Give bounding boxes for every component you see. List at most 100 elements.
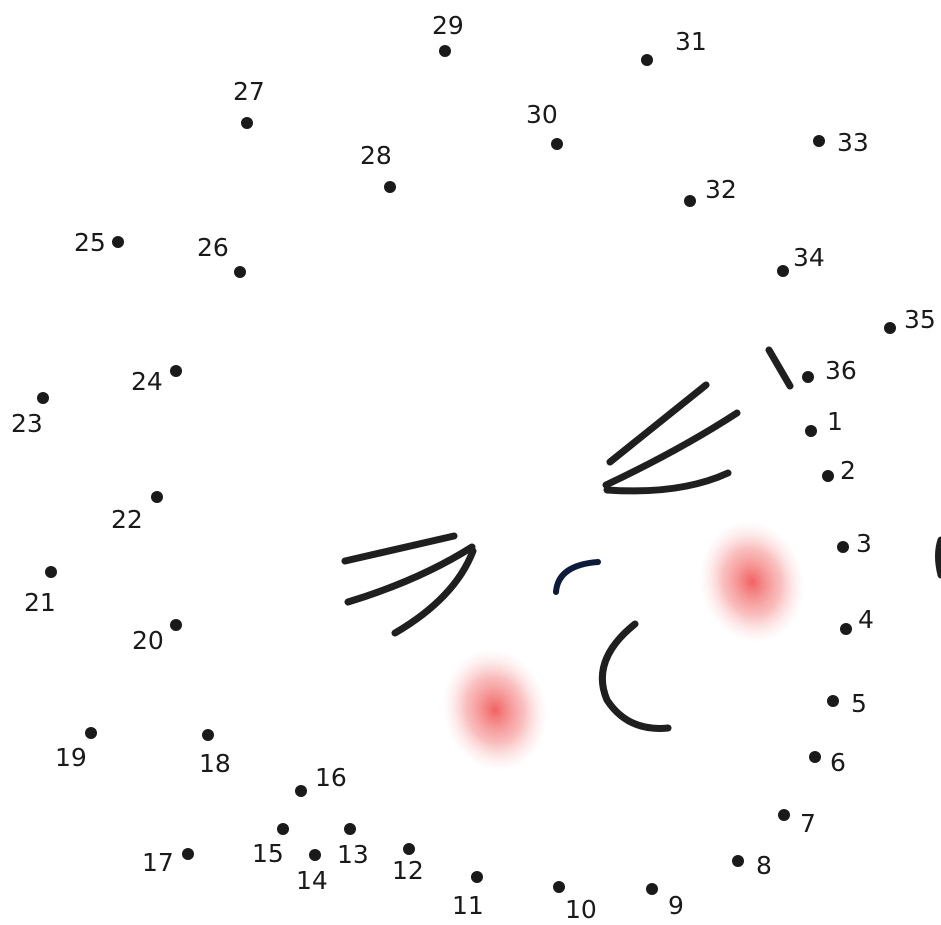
dot-number-label: 7: [800, 809, 816, 838]
dot-point-4: 4: [840, 605, 874, 635]
dot-number-label: 14: [296, 866, 328, 895]
whisker-left-middle: [344, 543, 476, 606]
dot-point-9: 9: [646, 883, 684, 920]
dot-marker: [684, 195, 696, 207]
dot-marker: [827, 695, 839, 707]
mouth-small-curve: [553, 559, 601, 595]
dot-number-label: 6: [830, 748, 846, 777]
dot-marker: [439, 45, 451, 57]
dot-number-label: 24: [131, 367, 163, 396]
dot-marker: [241, 117, 253, 129]
dot-number-label: 30: [526, 100, 558, 129]
dot-number-label: 20: [132, 626, 164, 655]
dot-marker: [170, 619, 182, 631]
dot-marker: [295, 785, 307, 797]
dot-number-label: 36: [825, 356, 857, 385]
dot-marker: [813, 135, 825, 147]
dot-point-24: 24: [131, 365, 182, 396]
dot-marker: [151, 491, 163, 503]
dot-point-5: 5: [827, 689, 867, 718]
dot-marker: [182, 848, 194, 860]
dot-marker: [344, 823, 356, 835]
dot-number-label: 8: [756, 851, 772, 880]
dot-number-label: 15: [252, 839, 284, 868]
dot-number-label: 33: [837, 128, 869, 157]
dot-marker: [646, 883, 658, 895]
dot-marker: [85, 727, 97, 739]
dot-point-27: 27: [233, 77, 265, 129]
dot-point-21: 21: [24, 566, 57, 617]
dot-point-26: 26: [197, 233, 246, 278]
whisker-left-upper: [341, 532, 458, 565]
dot-marker: [37, 392, 49, 404]
dot-number-label: 19: [55, 743, 87, 772]
dot-point-20: 20: [132, 619, 182, 655]
dot-point-18: 18: [199, 729, 231, 778]
dot-marker: [234, 266, 246, 278]
dot-point-34: 34: [777, 243, 825, 277]
dot-marker: [805, 425, 817, 437]
dot-number-label: 34: [793, 243, 825, 272]
dot-point-2: 2: [822, 456, 856, 485]
dot-number-label: 9: [668, 891, 684, 920]
dot-point-23: 23: [11, 392, 49, 438]
dot-point-3: 3: [837, 529, 872, 558]
dot-point-13: 13: [337, 823, 369, 869]
dot-number-label: 21: [24, 588, 56, 617]
dot-marker: [822, 470, 834, 482]
dot-number-label: 17: [142, 848, 174, 877]
dot-marker: [732, 855, 744, 867]
dot-number-label: 4: [858, 605, 874, 634]
dot-marker: [777, 265, 789, 277]
whisker-right-lower: [603, 469, 732, 495]
dot-point-33: 33: [813, 128, 869, 157]
dot-number-label: 28: [360, 141, 392, 170]
dot-point-19: 19: [55, 727, 97, 772]
dot-number-label: 29: [432, 11, 464, 40]
dot-number-label: 26: [197, 233, 229, 262]
dot-marker: [403, 843, 415, 855]
face-illustration: [341, 346, 941, 772]
dot-point-30: 30: [526, 100, 563, 150]
dot-marker: [837, 541, 849, 553]
dot-number-label: 5: [851, 689, 867, 718]
dot-point-11: 11: [452, 871, 484, 920]
dot-marker: [641, 54, 653, 66]
dot-point-14: 14: [296, 849, 328, 895]
dot-point-6: 6: [809, 748, 846, 777]
dot-point-35: 35: [884, 305, 936, 334]
dot-marker: [553, 881, 565, 893]
dot-marker: [112, 236, 124, 248]
dot-number-label: 10: [565, 895, 597, 924]
dot-number-label: 13: [337, 840, 369, 869]
dot-point-16: 16: [295, 763, 347, 797]
dot-point-25: 25: [74, 228, 124, 257]
dot-point-7: 7: [778, 809, 816, 838]
blush-left: [442, 648, 548, 772]
whisker-right-upper: [606, 381, 710, 466]
dot-number-label: 12: [392, 856, 424, 885]
dot-marker: [840, 623, 852, 635]
dot-point-29: 29: [432, 11, 464, 57]
dot-point-1: 1: [805, 407, 843, 437]
mouth-big-curve: [598, 620, 672, 732]
dot-number-label: 11: [452, 891, 484, 920]
dot-number-label: 23: [11, 409, 43, 438]
dot-number-label: 25: [74, 228, 106, 257]
dot-marker: [809, 751, 821, 763]
dot-number-label: 1: [827, 407, 843, 436]
dot-marker: [277, 823, 289, 835]
dot-number-label: 18: [199, 749, 231, 778]
dot-marker: [802, 371, 814, 383]
dot-point-10: 10: [553, 881, 597, 924]
dot-point-31: 31: [641, 27, 707, 66]
numbered-dots: 1234567891011121314151617181920212223242…: [11, 11, 936, 924]
dot-point-32: 32: [684, 175, 737, 207]
dot-point-15: 15: [252, 823, 289, 868]
edge-partial-shape: [935, 536, 941, 579]
dot-number-label: 31: [675, 27, 707, 56]
ear-mark: [765, 346, 794, 390]
dot-point-36: 36: [802, 356, 857, 385]
dot-number-label: 27: [233, 77, 265, 106]
